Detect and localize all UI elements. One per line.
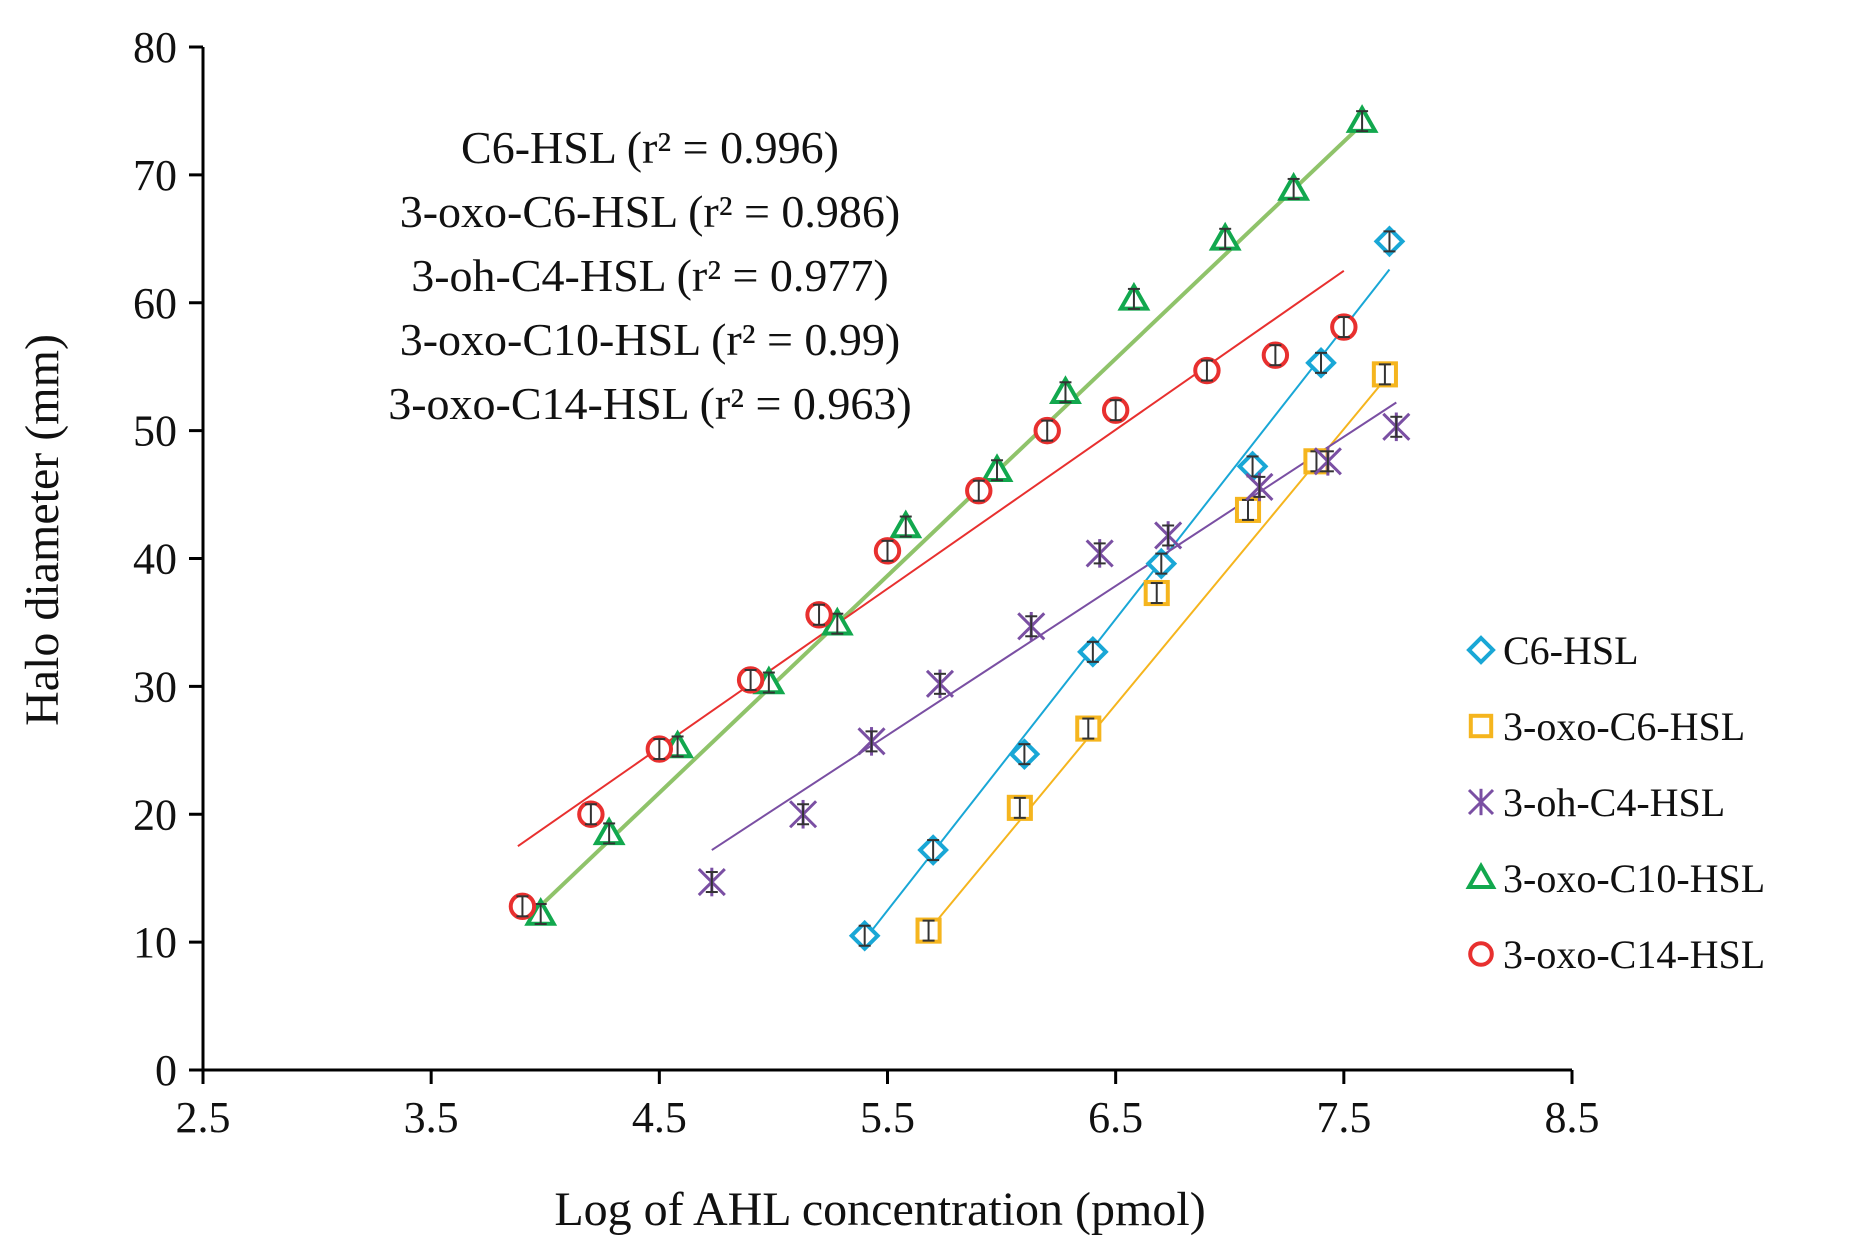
data-point bbox=[1193, 356, 1221, 385]
x-axis-title: Log of AHL concentration (pmol) bbox=[554, 1183, 1205, 1236]
data-point bbox=[889, 509, 923, 539]
triangle-marker-shape bbox=[1465, 861, 1497, 889]
data-point bbox=[1261, 341, 1290, 369]
y-tick-label: 20 bbox=[133, 790, 177, 839]
data-point bbox=[925, 669, 955, 699]
trend-line bbox=[527, 118, 1369, 918]
data-point bbox=[1017, 611, 1046, 641]
data-points bbox=[508, 104, 1411, 952]
legend-item: 3-oxo-C10-HSL bbox=[1465, 856, 1765, 901]
data-point bbox=[1313, 447, 1342, 476]
x-tick-label: 7.5 bbox=[1316, 1093, 1371, 1142]
data-point bbox=[1145, 547, 1178, 580]
data-point bbox=[1006, 794, 1033, 821]
diamond-marker-shape bbox=[1466, 635, 1496, 665]
legend-marker bbox=[1465, 861, 1497, 889]
trend-lines bbox=[517, 118, 1397, 941]
data-point bbox=[1075, 715, 1102, 742]
x-tick-label: 6.5 bbox=[1088, 1093, 1143, 1142]
x-tick-label: 5.5 bbox=[860, 1093, 915, 1142]
legend-label: 3-oxo-C10-HSL bbox=[1503, 856, 1765, 901]
data-point bbox=[1049, 375, 1082, 405]
data-point bbox=[736, 666, 765, 694]
data-point bbox=[1277, 171, 1311, 201]
data-point bbox=[1033, 416, 1061, 445]
data-point bbox=[592, 816, 626, 846]
data-point bbox=[915, 917, 942, 944]
legend: C6-HSL 3-oxo-C6-HSL 3-oh-C4-HSL 3-oxo-C10-H… bbox=[1465, 628, 1765, 977]
data-point bbox=[980, 453, 1014, 483]
y-tick-label: 30 bbox=[133, 662, 177, 711]
data-point bbox=[1373, 225, 1406, 258]
data-point bbox=[1345, 104, 1379, 133]
r-squared-annotations: C6-HSL (r² = 0.996) 3-oxo-C6-HSL (r² = 0.… bbox=[388, 122, 912, 429]
legend-label: 3-oxo-C6-HSL bbox=[1503, 704, 1745, 749]
data-point bbox=[873, 537, 902, 565]
data-point bbox=[805, 601, 833, 629]
legend-marker bbox=[1467, 788, 1495, 816]
data-point bbox=[577, 800, 605, 828]
square-marker-shape bbox=[1468, 713, 1494, 739]
data-point bbox=[1234, 496, 1262, 523]
data-point bbox=[1143, 579, 1170, 607]
data-point bbox=[1330, 313, 1358, 341]
data-point bbox=[789, 799, 818, 829]
annotation-line: 3-oxo-C10-HSL (r² = 0.99) bbox=[400, 314, 901, 365]
x-tick-label: 4.5 bbox=[632, 1093, 687, 1142]
legend-marker bbox=[1468, 713, 1494, 739]
data-point bbox=[1077, 636, 1109, 668]
data-point bbox=[1117, 281, 1151, 311]
x-tick-label: 8.5 bbox=[1545, 1093, 1600, 1142]
data-point bbox=[820, 606, 854, 636]
data-point bbox=[1303, 448, 1330, 475]
y-tick-label: 0 bbox=[155, 1046, 177, 1095]
annotation-line: 3-oxo-C14-HSL (r² = 0.963) bbox=[388, 378, 912, 429]
data-point bbox=[965, 477, 993, 505]
y-tick-label: 10 bbox=[133, 918, 177, 967]
data-point bbox=[1245, 472, 1274, 502]
data-point bbox=[1008, 738, 1041, 770]
y-tick-label: 80 bbox=[133, 23, 177, 72]
y-tick-label: 70 bbox=[133, 151, 177, 200]
y-tick-label: 40 bbox=[133, 535, 177, 584]
data-point bbox=[1085, 539, 1114, 568]
y-tick-label: 60 bbox=[133, 279, 177, 328]
data-point bbox=[1371, 361, 1398, 388]
trend-line bbox=[711, 401, 1397, 851]
annotation-line: 3-oh-C4-HSL (r² = 0.977) bbox=[411, 250, 889, 301]
annotation-line: 3-oxo-C6-HSL (r² = 0.986) bbox=[400, 186, 901, 237]
legend-label: 3-oxo-C14-HSL bbox=[1503, 932, 1765, 977]
legend-label: 3-oh-C4-HSL bbox=[1503, 780, 1725, 825]
annotation-line: C6-HSL (r² = 0.996) bbox=[461, 122, 839, 173]
y-tick-label: 50 bbox=[133, 407, 177, 456]
legend-item: 3-oh-C4-HSL bbox=[1467, 780, 1725, 825]
x-tick-label: 3.5 bbox=[404, 1093, 459, 1142]
data-point bbox=[697, 867, 726, 897]
data-point bbox=[645, 735, 674, 763]
y-axis-title: Halo diameter (mm) bbox=[16, 334, 69, 726]
data-point bbox=[1101, 396, 1130, 424]
data-point bbox=[848, 919, 881, 952]
legend-item: 3-oxo-C14-HSL bbox=[1468, 932, 1765, 977]
legend-item: C6-HSL bbox=[1466, 628, 1639, 673]
data-point bbox=[508, 892, 537, 921]
legend-marker bbox=[1466, 635, 1496, 665]
legend-marker bbox=[1468, 941, 1494, 967]
data-point bbox=[1305, 347, 1337, 379]
data-point bbox=[857, 727, 886, 756]
legend-label: C6-HSL bbox=[1503, 628, 1639, 673]
trend-line bbox=[863, 268, 1391, 941]
data-point bbox=[1208, 221, 1242, 251]
circle-marker-shape bbox=[1468, 941, 1494, 967]
legend-item: 3-oxo-C6-HSL bbox=[1468, 704, 1745, 749]
data-point bbox=[1382, 412, 1411, 442]
x-tick-label: 2.5 bbox=[176, 1093, 231, 1142]
axes: 0 10 20 30 40 50 60 70 80 2.5 3.5 4.5 5.5 6.5 7.5 8.5 bbox=[133, 23, 1600, 1142]
data-point bbox=[1154, 521, 1183, 550]
data-point bbox=[917, 834, 949, 866]
